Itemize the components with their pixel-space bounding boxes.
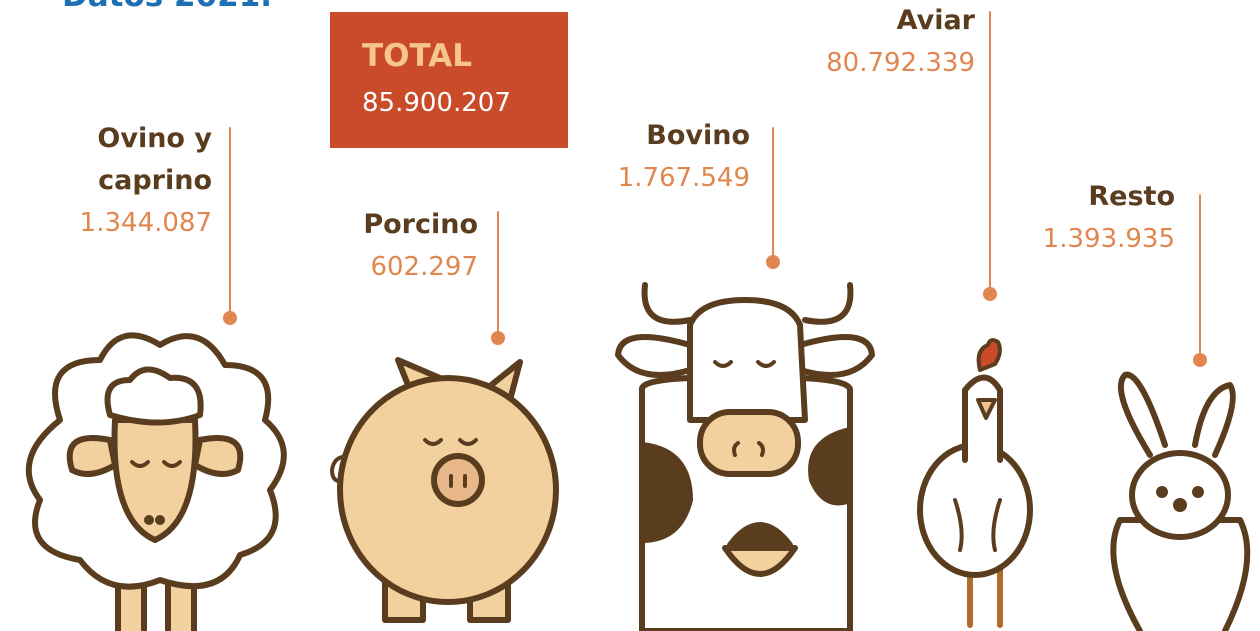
leader-dot	[766, 255, 780, 269]
item-label: Ovino y caprino 1.344.087	[52, 118, 212, 244]
rabbit-eye	[1195, 489, 1201, 495]
sheep-icon	[29, 335, 284, 631]
page: Infografía censo ganadero {"header": {"s…	[0, 0, 1260, 631]
item-value: 602.297	[238, 246, 478, 288]
pig-snout	[434, 456, 482, 504]
leader-dot	[223, 311, 237, 325]
sheep-ear	[70, 438, 115, 474]
cow-icon	[618, 285, 872, 631]
item-value: 1.344.087	[52, 202, 212, 244]
infographic: Datos 2021. TOTAL 85.900.207 Ovino y cap…	[0, 0, 1260, 631]
item-label: Porcino 602.297	[238, 204, 478, 288]
rabbit-icon	[1113, 375, 1247, 631]
item-name: Porcino	[238, 204, 478, 246]
chicken-neck	[965, 378, 1000, 461]
subtitle: Datos 2021.	[62, 0, 272, 14]
item-value: 1.767.549	[510, 157, 750, 199]
leader-dot	[983, 287, 997, 301]
item-value: 1.393.935	[935, 218, 1175, 260]
item-value: 80.792.339	[735, 42, 975, 84]
leader-dot	[1193, 353, 1207, 367]
sheep-nostril	[147, 518, 151, 522]
pig-icon	[332, 360, 556, 620]
item-label: Resto 1.393.935	[935, 176, 1175, 260]
chicken-icon	[920, 340, 1030, 625]
item-name: Ovino y caprino	[52, 118, 212, 202]
item-label: Aviar 80.792.339	[735, 0, 975, 84]
rabbit-head	[1132, 453, 1228, 537]
chicken-body	[920, 445, 1030, 575]
rabbit-nose	[1176, 501, 1184, 509]
chicken-comb	[979, 340, 1000, 370]
sheep-ear	[195, 438, 240, 474]
cow-head	[690, 300, 805, 420]
item-name: Bovino	[510, 115, 750, 157]
total-value: 85.900.207	[362, 88, 511, 118]
item-name: Aviar	[735, 0, 975, 42]
cow-snout	[700, 412, 798, 474]
item-name: Resto	[935, 176, 1175, 218]
sheep-nostril	[158, 518, 162, 522]
item-label: Bovino 1.767.549	[510, 115, 750, 199]
illustrations	[0, 0, 1260, 631]
rabbit-eye	[1159, 489, 1165, 495]
total-label: TOTAL	[362, 38, 472, 74]
rabbit-ears	[1121, 375, 1233, 455]
leader-dot	[491, 331, 505, 345]
